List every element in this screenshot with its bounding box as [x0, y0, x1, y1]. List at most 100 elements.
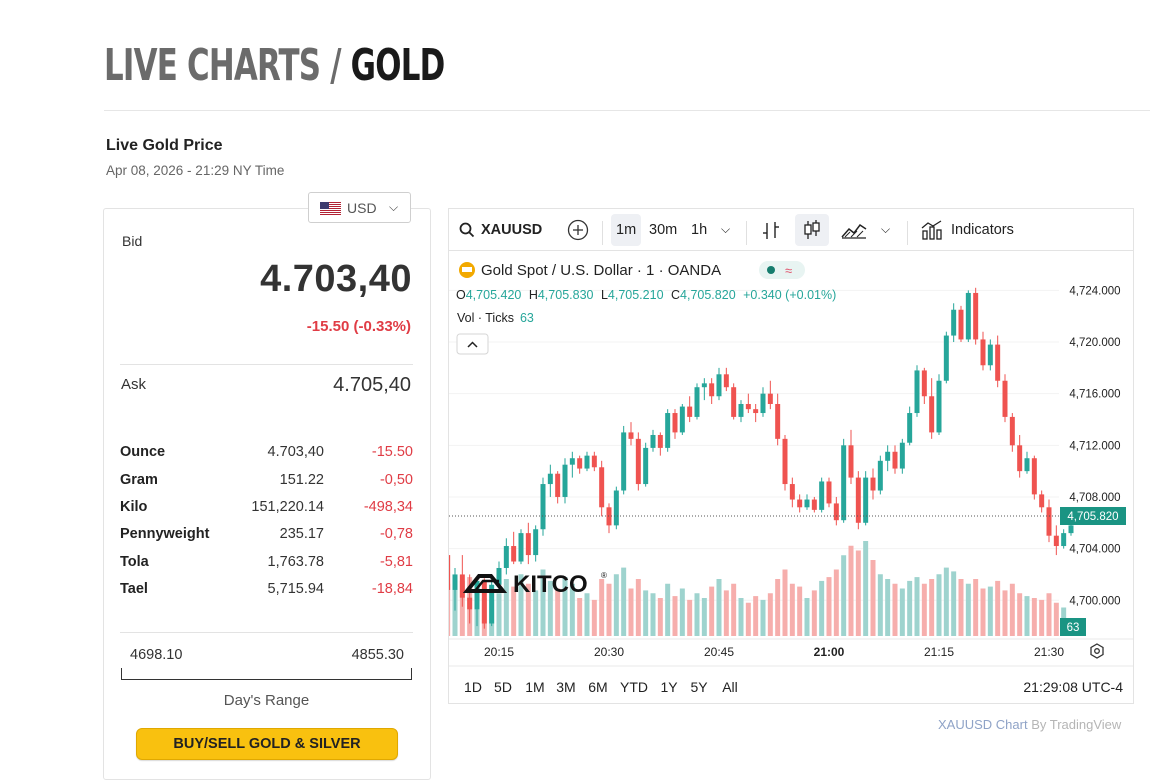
unit-name: Pennyweight [120, 526, 210, 542]
price-panel [103, 208, 431, 780]
collapse-legend-button[interactable] [456, 333, 489, 355]
unit-change: -498,34 [363, 499, 413, 515]
volume-bar [782, 569, 788, 636]
add-symbol-icon[interactable] [567, 219, 589, 241]
volume-bar [496, 593, 502, 636]
candle-body [973, 292, 979, 340]
range-selector: 1D 5D 1M 3M 6M YTD 1Y 5Y All [464, 679, 738, 695]
volume-bar [745, 602, 751, 636]
volume-bar [1024, 596, 1030, 636]
unit-price: 151,220.14 [251, 499, 324, 515]
indicators-button[interactable]: Indicators [951, 222, 1014, 238]
y-tick-label: 4,708.000 [1069, 492, 1120, 504]
volume-bar [672, 596, 678, 636]
area-chart-icon[interactable] [841, 221, 867, 239]
price-chart[interactable]: Gold Spot / U.S. Dollar · 1 · OANDA ≈ O4… [449, 251, 1133, 703]
range-button-3m[interactable]: 3M [556, 679, 575, 695]
candle-body [701, 383, 707, 388]
volume-bar [584, 593, 590, 636]
range-button-5y[interactable]: 5Y [690, 679, 708, 695]
toolbar-divider [907, 221, 908, 245]
candle-body [687, 406, 693, 417]
candle-body [929, 396, 935, 433]
indicators-icon[interactable] [921, 220, 943, 240]
volume-bar [936, 574, 942, 636]
toolbar-divider [449, 250, 1133, 251]
volume-bar [525, 583, 531, 636]
volume-bar [643, 590, 649, 636]
chart-widget: XAUUSD 1m 30m 1h ⌵ ⌵ Indicators Gold Spo… [448, 208, 1134, 704]
interval-1m-button[interactable]: 1m [616, 222, 637, 238]
unit-price: 1,763.78 [267, 554, 324, 570]
candle-body [899, 442, 905, 469]
volume-bar [606, 583, 612, 636]
range-button-all[interactable]: All [722, 679, 738, 695]
volume-bar [789, 583, 795, 636]
volume-bar [679, 588, 685, 636]
volume-bar [943, 567, 949, 636]
last-price-label [1060, 507, 1126, 525]
us-flag-icon [320, 202, 341, 215]
volume-bar [628, 588, 634, 636]
symbol-label[interactable]: XAUUSD [481, 222, 543, 238]
ask-label: Ask [121, 376, 147, 393]
range-button-ytd[interactable]: YTD [620, 679, 648, 695]
candle-body [980, 339, 986, 366]
chevron-down-icon[interactable]: ⌵ [721, 222, 731, 236]
range-button-6m[interactable]: 6M [588, 679, 607, 695]
candle-body [449, 555, 451, 590]
volume-bar [1039, 599, 1045, 636]
toolbar-divider [602, 221, 603, 245]
candle-body [591, 455, 597, 468]
candle-body [892, 451, 898, 469]
candle-body [841, 445, 847, 521]
candle-body [782, 438, 788, 485]
candle-body [1061, 533, 1067, 547]
candle-body [1046, 507, 1052, 536]
candle-body [679, 406, 685, 433]
range-button-1y[interactable]: 1Y [660, 679, 678, 695]
chart-credit[interactable]: XAUUSD Chart By TradingView [938, 717, 1122, 732]
candle-body [467, 597, 473, 610]
candle-body [569, 458, 575, 465]
last-volume-text: 63 [1067, 622, 1080, 634]
interval-30m-button[interactable]: 30m [649, 222, 678, 238]
candle-body [525, 533, 531, 556]
interval-1h-button[interactable]: 1h [691, 222, 708, 238]
volume-bar [760, 599, 766, 636]
unit-change: -0,78 [379, 526, 413, 542]
volume-bar [863, 541, 869, 636]
settings-icon[interactable] [1090, 643, 1104, 659]
candle-body [855, 477, 861, 523]
currency-label: USD [347, 200, 377, 216]
range-button-1d[interactable]: 1D [464, 679, 482, 695]
candle-body [885, 451, 891, 461]
range-bar [121, 668, 412, 680]
candle-body [958, 309, 964, 340]
currency-select[interactable]: USD ⌵ [308, 192, 411, 223]
candle-body [503, 546, 509, 568]
y-tick-label: 4,720.000 [1069, 337, 1120, 349]
range-button-5d[interactable]: 5D [494, 679, 512, 695]
candle-body [628, 432, 634, 439]
range-button-1m[interactable]: 1M [525, 679, 544, 695]
range-low: 4698.10 [130, 647, 183, 663]
volume-bar [555, 588, 561, 636]
bar-chart-type-icon[interactable] [761, 220, 781, 242]
search-icon[interactable] [459, 222, 475, 238]
last-volume-label [1060, 618, 1086, 636]
bid-label: Bid [122, 233, 143, 249]
volume-bar [958, 579, 964, 636]
chevron-down-icon[interactable]: ⌵ [881, 222, 891, 236]
volume-bar [621, 567, 627, 636]
candlestick-type-icon[interactable] [802, 219, 822, 241]
y-tick-label: 4,704.000 [1069, 544, 1120, 556]
buy-sell-button[interactable]: BUY/SELL GOLD & SILVER [136, 728, 398, 760]
candle-body [760, 393, 766, 414]
volume-bars [449, 541, 1074, 636]
volume-bar [1002, 590, 1008, 636]
candle-body [533, 529, 539, 556]
candle-body [775, 403, 781, 439]
volume-bar [973, 579, 979, 636]
unit-row: Tola 1,763.78 -5,81 [120, 554, 413, 574]
